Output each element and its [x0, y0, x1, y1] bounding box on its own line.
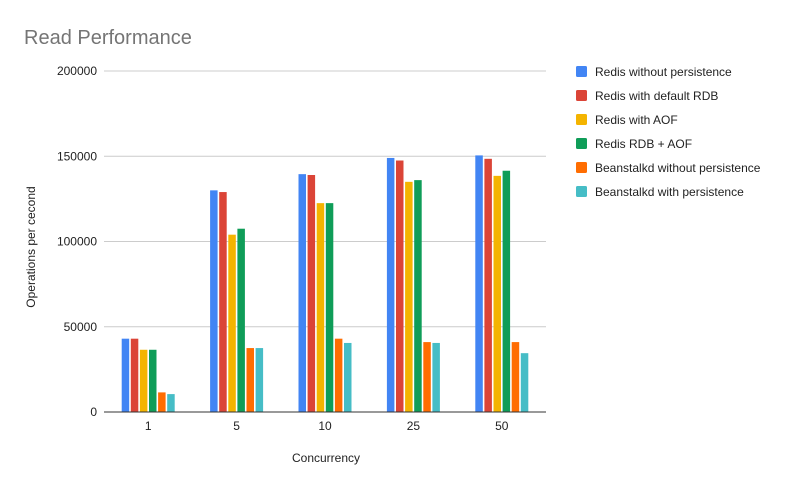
y-tick-label: 0	[90, 405, 97, 419]
x-tick-label: 50	[495, 419, 509, 433]
x-tick-label: 10	[318, 419, 332, 433]
x-tick-label: 1	[145, 419, 152, 433]
bar-redis-with-default-rdb-10	[307, 175, 316, 412]
bar-redis-without-persistence-5	[210, 190, 218, 412]
bar-redis-with-default-rdb-5	[219, 192, 227, 412]
bar-beanstalkd-without-persistence-10	[334, 338, 343, 412]
bar-redis-with-default-rdb-1	[130, 338, 139, 412]
legend-swatch	[576, 66, 587, 77]
x-tick-label: 5	[233, 419, 240, 433]
legend-label: Beanstalkd without persistence	[595, 161, 761, 175]
bar-redis-rdb-aof-50	[502, 170, 511, 412]
y-axis-ticks: 0 50000 100000 150000 200000	[57, 64, 97, 419]
bar-beanstalkd-with-persistence-50	[520, 353, 529, 412]
legend-label: Redis with default RDB	[595, 89, 718, 103]
legend-swatch	[576, 186, 587, 197]
bar-beanstalkd-without-persistence-50	[511, 342, 520, 412]
legend-swatch	[576, 114, 587, 125]
legend-label: Redis RDB + AOF	[595, 137, 692, 151]
bar-redis-rdb-aof-25	[414, 180, 422, 412]
bar-beanstalkd-with-persistence-10	[344, 342, 352, 412]
legend-label: Beanstalkd with persistence	[595, 185, 744, 199]
bar-beanstalkd-without-persistence-5	[246, 348, 254, 412]
y-tick-label: 100000	[57, 235, 97, 249]
bar-redis-with-aof-5	[228, 234, 236, 412]
bar-redis-without-persistence-50	[475, 155, 483, 412]
legend-label: Redis without persistence	[595, 65, 732, 79]
bar-redis-with-aof-1	[139, 349, 148, 412]
bar-beanstalkd-without-persistence-25	[423, 342, 431, 412]
legend-swatch	[576, 138, 587, 149]
bars	[121, 155, 529, 412]
gridlines	[104, 70, 546, 328]
bar-redis-with-aof-25	[405, 181, 413, 412]
bar-beanstalkd-with-persistence-25	[432, 342, 440, 412]
legend-swatch	[576, 90, 587, 101]
x-axis-label: Concurrency	[292, 451, 360, 465]
legend: Redis without persistence Redis with defa…	[576, 65, 761, 199]
bar-redis-rdb-aof-5	[237, 228, 245, 412]
bar-redis-with-default-rdb-50	[484, 158, 492, 412]
x-axis-ticks: 1 5 10 25 50	[145, 419, 509, 433]
bar-redis-with-default-rdb-25	[396, 160, 404, 412]
y-tick-label: 50000	[64, 320, 98, 334]
bar-beanstalkd-with-persistence-1	[167, 394, 175, 412]
legend-swatch	[576, 162, 587, 173]
bar-redis-without-persistence-25	[386, 157, 395, 412]
bar-redis-with-aof-10	[316, 203, 325, 412]
bar-beanstalkd-with-persistence-5	[255, 348, 264, 412]
bar-redis-rdb-aof-10	[325, 203, 334, 412]
legend-label: Redis with AOF	[595, 113, 678, 127]
chart-title: Read Performance	[24, 27, 192, 49]
bar-redis-without-persistence-10	[298, 174, 306, 412]
bar-redis-with-aof-50	[493, 175, 501, 412]
y-axis-label: Operations per cecond	[24, 186, 38, 307]
y-tick-label: 150000	[57, 149, 97, 163]
x-tick-label: 25	[407, 419, 421, 433]
bar-beanstalkd-without-persistence-1	[158, 392, 166, 412]
y-tick-label: 200000	[57, 64, 97, 78]
bar-redis-without-persistence-1	[121, 338, 130, 412]
bar-redis-rdb-aof-1	[149, 349, 157, 412]
